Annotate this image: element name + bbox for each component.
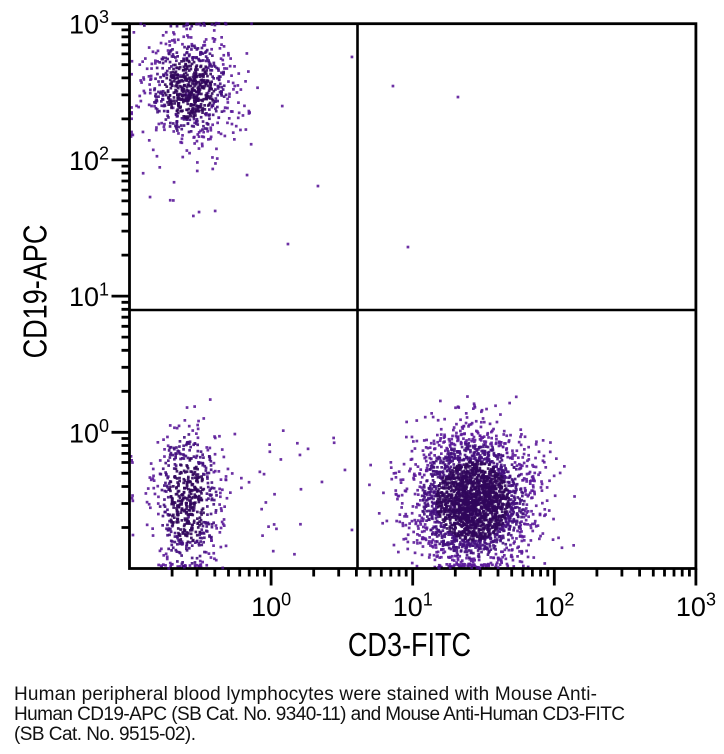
svg-text:103: 103 xyxy=(676,590,716,623)
svg-text:100: 100 xyxy=(69,416,109,449)
svg-text:Human CD19-APC (SB Cat. No. 93: Human CD19-APC (SB Cat. No. 9340-11) and… xyxy=(14,704,625,725)
svg-text:103: 103 xyxy=(69,7,109,40)
svg-text:Human peripheral blood lymphoc: Human peripheral blood lymphocytes were … xyxy=(14,684,597,705)
svg-text:(SB Cat. No. 9515-02).: (SB Cat. No. 9515-02). xyxy=(14,724,196,745)
svg-text:CD3-FITC: CD3-FITC xyxy=(348,628,471,664)
svg-text:CD19-APC: CD19-APC xyxy=(18,225,54,359)
svg-text:101: 101 xyxy=(393,590,433,623)
svg-text:100: 100 xyxy=(251,590,291,623)
svg-text:102: 102 xyxy=(69,143,109,176)
svg-text:101: 101 xyxy=(69,280,109,313)
svg-text:102: 102 xyxy=(534,590,574,623)
